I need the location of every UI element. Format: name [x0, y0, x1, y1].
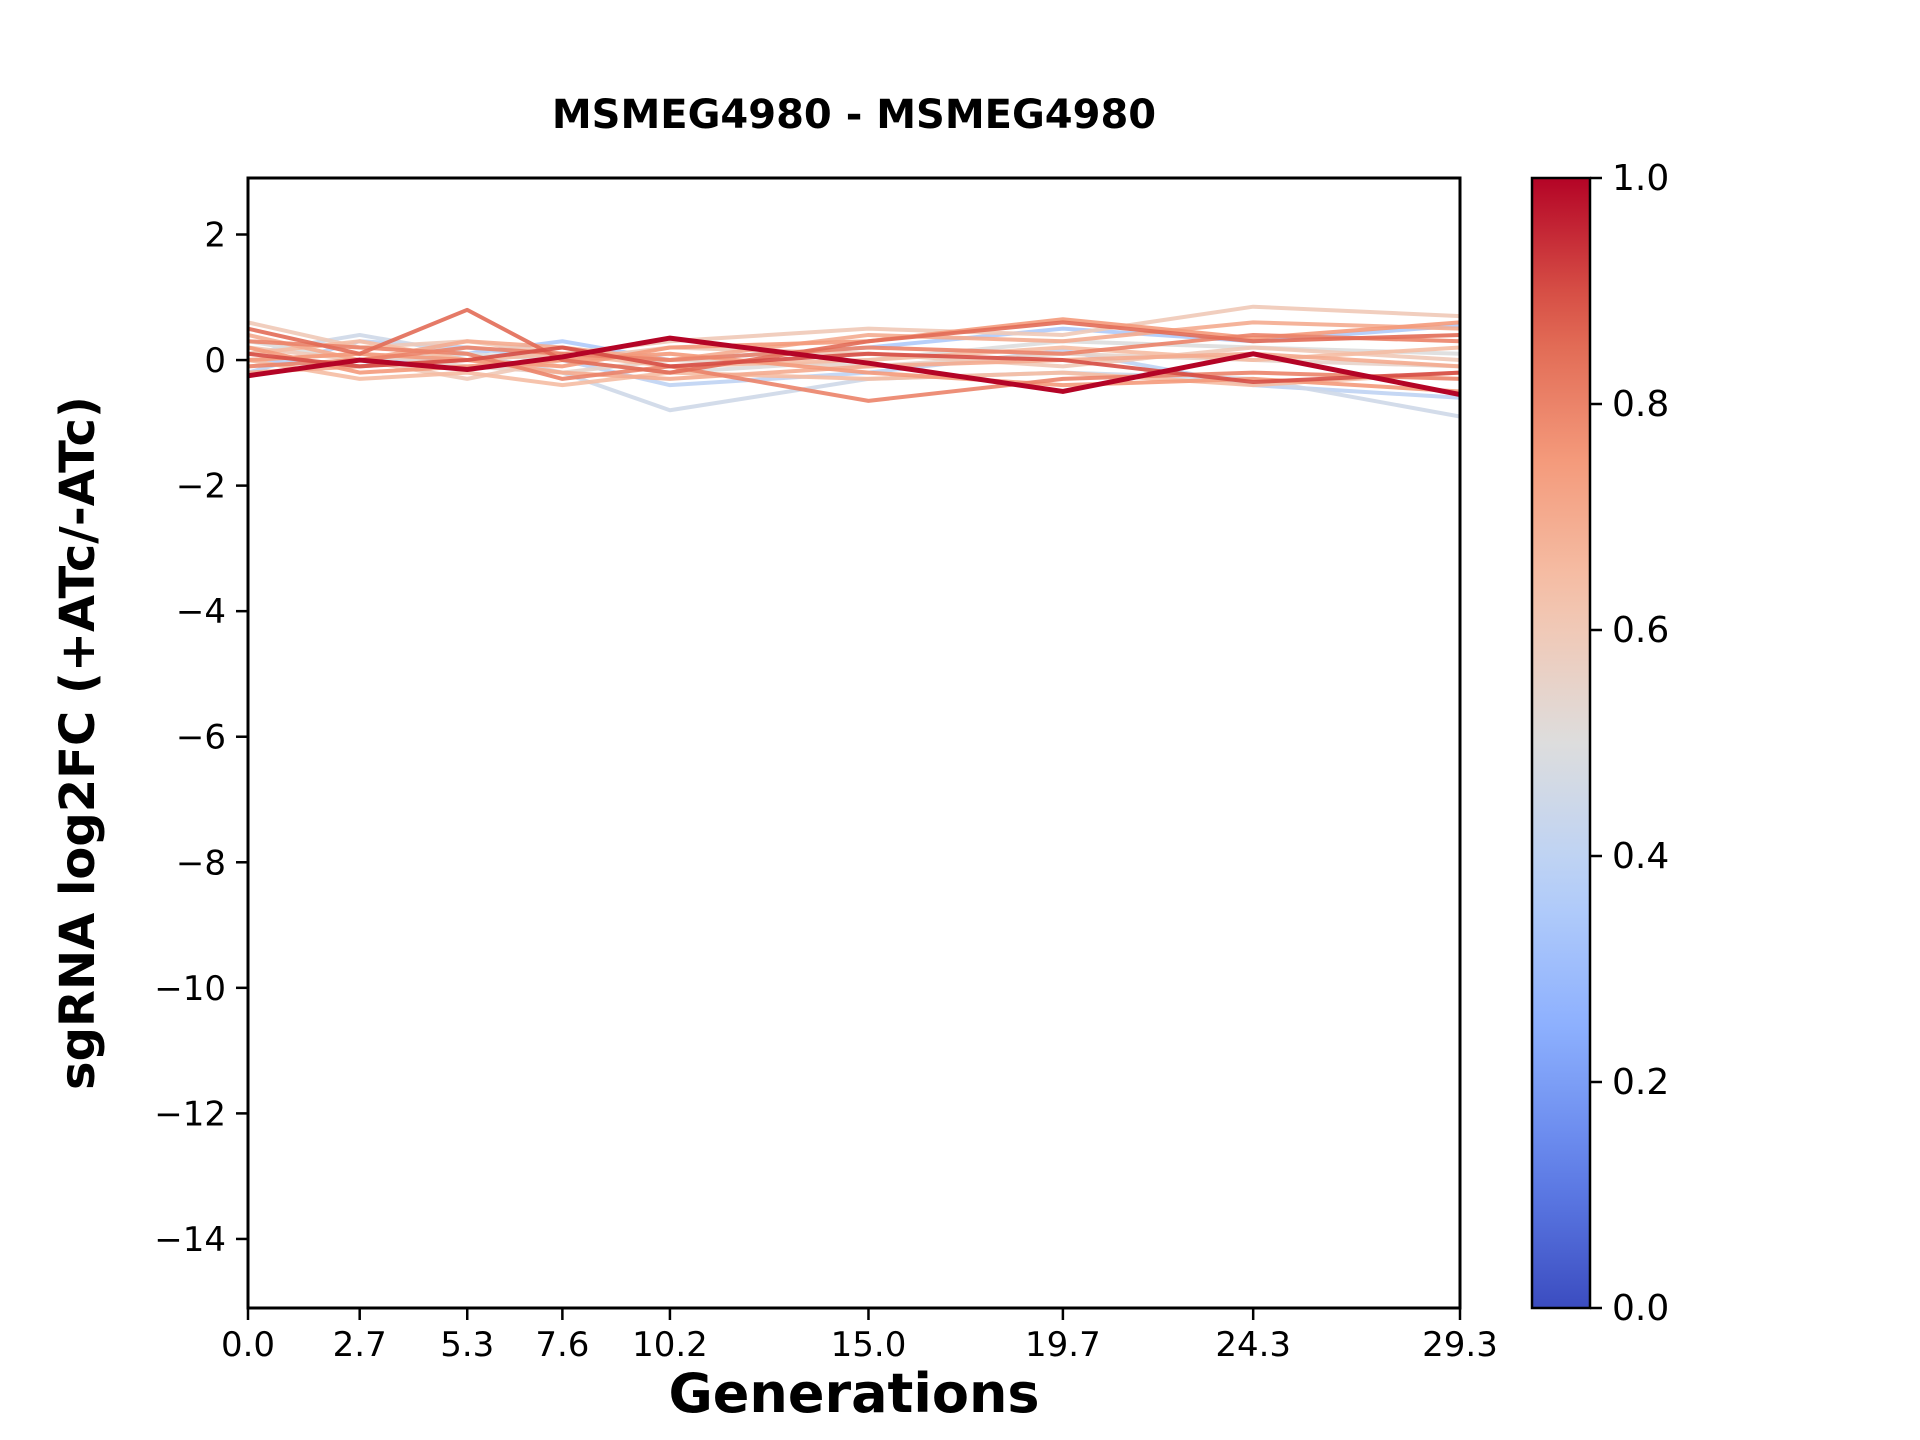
svg-text:0.4: 0.4 — [1612, 836, 1669, 877]
svg-text:0.0: 0.0 — [1612, 1288, 1669, 1329]
svg-text:−2: −2 — [176, 467, 226, 507]
svg-text:24.3: 24.3 — [1215, 1325, 1291, 1365]
svg-text:−12: −12 — [154, 1094, 226, 1134]
svg-text:0.6: 0.6 — [1612, 610, 1669, 651]
svg-text:−6: −6 — [176, 718, 226, 758]
svg-text:0.2: 0.2 — [1612, 1062, 1669, 1103]
svg-text:−10: −10 — [154, 969, 226, 1009]
svg-text:0.8: 0.8 — [1612, 384, 1669, 425]
svg-text:7.6: 7.6 — [535, 1325, 589, 1365]
svg-text:2.7: 2.7 — [333, 1325, 387, 1365]
svg-text:29.3: 29.3 — [1422, 1325, 1498, 1365]
svg-text:−4: −4 — [176, 592, 226, 632]
svg-text:10.2: 10.2 — [632, 1325, 708, 1365]
svg-text:2: 2 — [204, 216, 226, 256]
svg-text:5.3: 5.3 — [440, 1325, 494, 1365]
svg-text:0: 0 — [204, 341, 226, 381]
y-axis-label: sgRNA log2FC (+ATc/-ATc) — [50, 396, 106, 1090]
svg-text:19.7: 19.7 — [1025, 1325, 1101, 1365]
svg-text:0.0: 0.0 — [221, 1325, 275, 1365]
x-axis-label: Generations — [668, 1362, 1040, 1425]
svg-text:−8: −8 — [176, 843, 226, 883]
svg-text:−14: −14 — [154, 1220, 226, 1260]
svg-text:15.0: 15.0 — [831, 1325, 907, 1365]
chart-title: MSMEG4980 - MSMEG4980 — [551, 92, 1157, 138]
svg-text:1.0: 1.0 — [1612, 158, 1669, 199]
